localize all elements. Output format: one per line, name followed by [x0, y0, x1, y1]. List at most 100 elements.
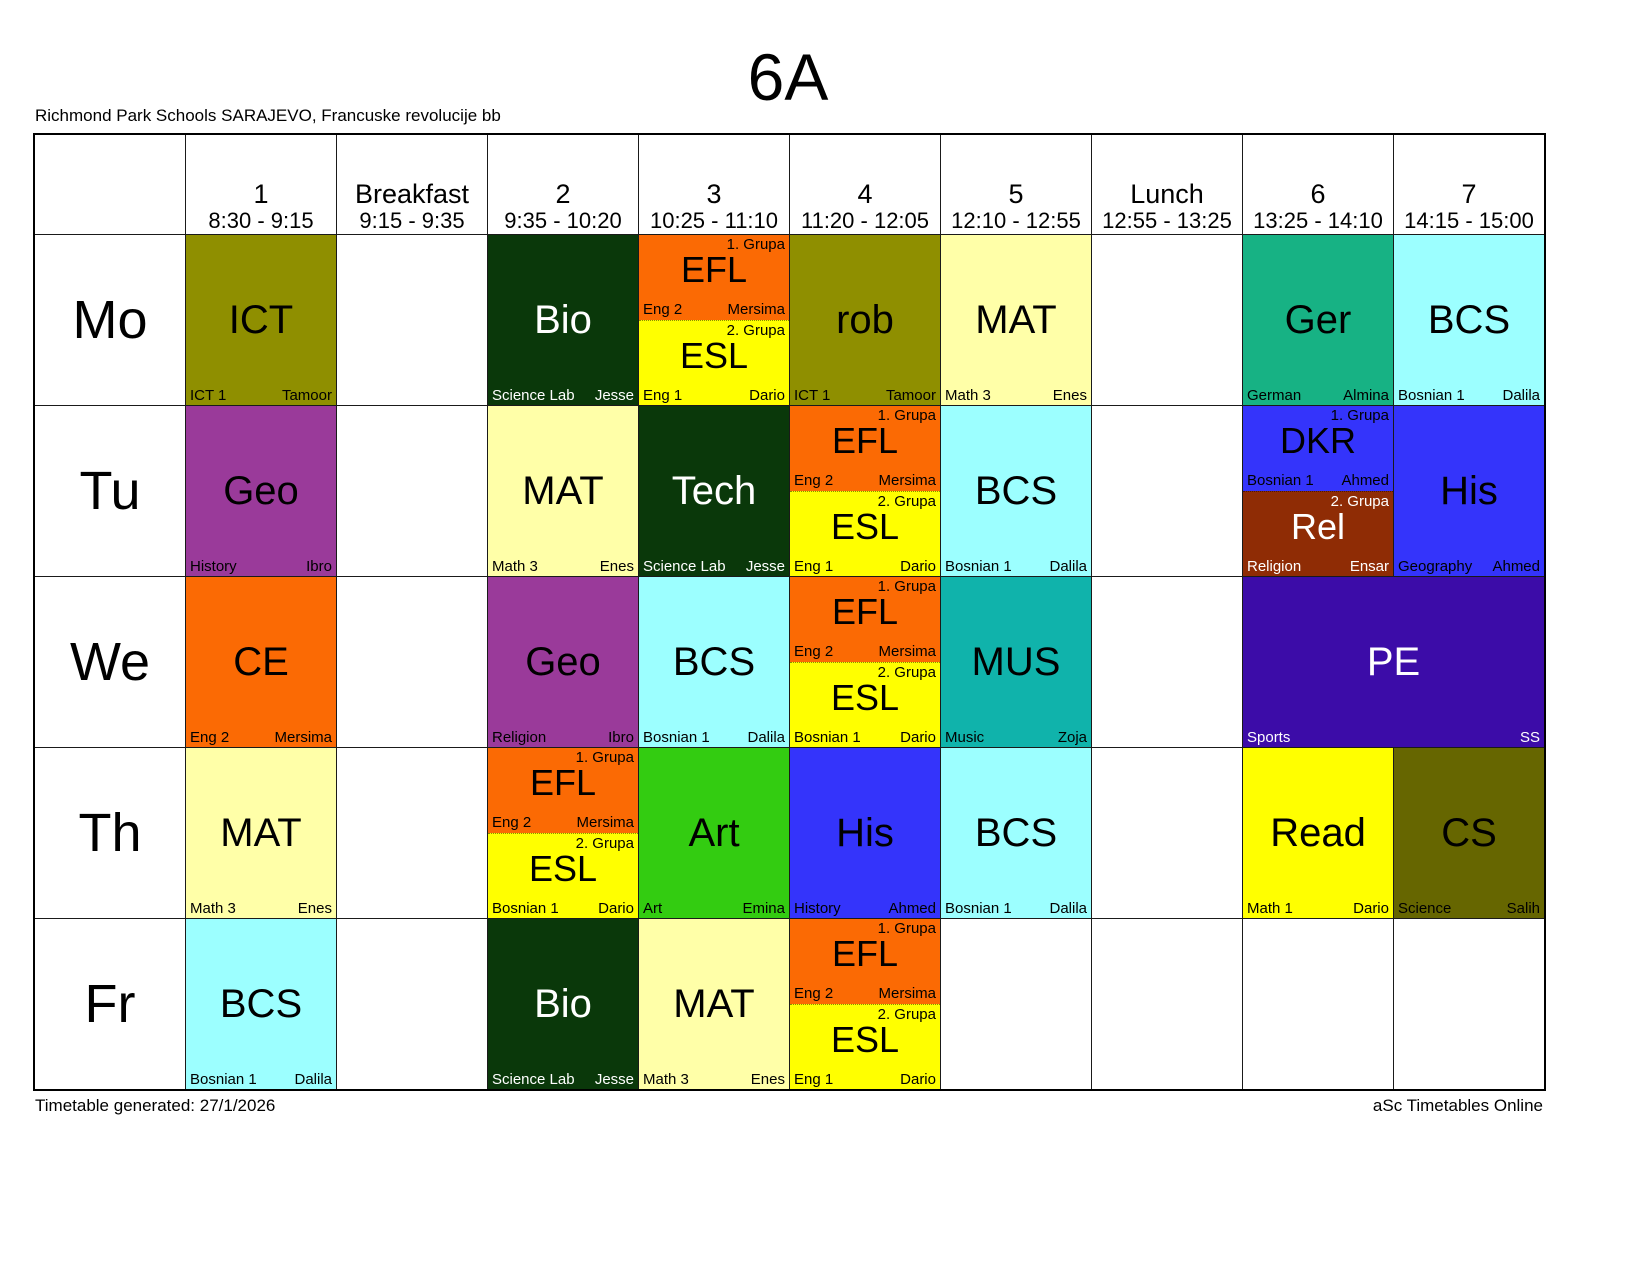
lesson-group-part[interactable]: 2. Grupa ESL Bosnian 1 Dario	[790, 661, 940, 747]
lesson-group-part[interactable]: 2. Grupa ESL Eng 1 Dario	[790, 1003, 940, 1089]
lesson-cell[interactable]: Geo Religion Ibro	[488, 577, 638, 747]
lesson-cell[interactable]: 1. Grupa EFL Eng 2 Mersima 2. Grupa ESL Eng 1 D…	[639, 235, 789, 405]
teacher-label: Jesse	[745, 557, 785, 575]
lesson-cell[interactable]: His Geography Ahmed	[1394, 406, 1544, 576]
group-name: 2. Grupa	[877, 663, 936, 681]
day-label-fr: Fr	[35, 919, 185, 1089]
lesson-cell[interactable]: CS Science Salih	[1394, 748, 1544, 918]
lesson-footer: Science Salih	[1398, 900, 1540, 917]
group-name: 2. Grupa	[877, 492, 936, 510]
subject-label: DKR	[1279, 420, 1356, 462]
lesson-group-part[interactable]: 2. Grupa Rel Religion Ensar	[1243, 490, 1393, 576]
group-name: 1. Grupa	[726, 236, 785, 253]
lesson-cell[interactable]: Art Art Emina	[639, 748, 789, 918]
lesson-cell[interactable]: Read Math 1 Dario	[1243, 748, 1393, 918]
subject-label: EFL	[831, 591, 899, 633]
group-name: 2. Grupa	[1330, 492, 1389, 510]
lesson-cell[interactable]: 1. Grupa EFL Eng 2 Mersima 2. Grupa ESL Bosnia…	[790, 577, 940, 747]
lesson-cell[interactable]: BCS Bosnian 1 Dalila	[1394, 235, 1544, 405]
lesson-cell[interactable]: BCS Bosnian 1 Dalila	[941, 748, 1091, 918]
lesson-group-part[interactable]: 2. Grupa ESL Bosnian 1 Dario	[488, 832, 638, 918]
teacher-label: Dario	[900, 557, 936, 575]
room-label: Music	[945, 728, 985, 746]
lesson-group-part[interactable]: 2. Grupa ESL Eng 1 Dario	[790, 490, 940, 576]
teacher-label: Jesse	[594, 386, 634, 404]
subject-label: EFL	[680, 249, 748, 291]
lesson-cell[interactable]: 1. Grupa EFL Eng 2 Mersima 2. Grupa ESL Eng 1 D…	[790, 406, 940, 576]
column-time: 14:15 - 15:00	[1404, 207, 1534, 233]
lesson-footer: Eng 2 Mersima	[794, 472, 936, 490]
teacher-label: Mersima	[274, 728, 332, 746]
group-label: 1. Grupa	[790, 919, 940, 937]
column-time: 12:55 - 13:25	[1102, 207, 1232, 233]
column-label: 6	[1310, 179, 1326, 210]
teacher-label: Zoja	[1057, 728, 1087, 746]
group-label: 2. Grupa	[790, 1005, 940, 1023]
subject-label: ESL	[830, 505, 900, 547]
lesson-cell[interactable]: PE Sports SS	[1243, 577, 1544, 747]
lesson-footer: Eng 2 Mersima	[794, 643, 936, 661]
lesson-cell[interactable]: Bio Science Lab Jesse	[488, 919, 638, 1089]
column-time: 13:25 - 14:10	[1253, 207, 1383, 233]
group-name: 2. Grupa	[877, 1005, 936, 1023]
lesson-cell[interactable]: 1. Grupa EFL Eng 2 Mersima 2. Grupa ESL Bosnia…	[488, 748, 638, 918]
lesson-cell[interactable]: MUS Music Zoja	[941, 577, 1091, 747]
lesson-cell[interactable]: BCS Bosnian 1 Dalila	[186, 919, 336, 1089]
room-label: Bosnian 1	[945, 557, 1012, 575]
lesson-group-part[interactable]: 1. Grupa EFL Eng 2 Mersima	[790, 919, 940, 1004]
teacher-label: Dalila	[1049, 899, 1087, 917]
lesson-cell[interactable]: rob ICT 1 Tamoor	[790, 235, 940, 405]
lesson-cell[interactable]: His History Ahmed	[790, 748, 940, 918]
lesson-group-part[interactable]: 1. Grupa EFL Eng 2 Mersima	[488, 748, 638, 833]
teacher-label: Ibro	[608, 728, 634, 746]
room-label: ICT 1	[190, 386, 227, 404]
lesson-footer: Eng 1 Dario	[794, 557, 936, 576]
subject-label: Rel	[1290, 505, 1346, 547]
lesson-group-part[interactable]: 1. Grupa EFL Eng 2 Mersima	[790, 406, 940, 491]
lesson-cell[interactable]: BCS Bosnian 1 Dalila	[941, 406, 1091, 576]
lesson-cell[interactable]: 1. Grupa EFL Eng 2 Mersima 2. Grupa ESL Eng 1 D…	[790, 919, 940, 1089]
subject-label: MAT	[673, 982, 755, 1026]
timetable-grid: 1 8:30 - 9:15 Breakfast 9:15 - 9:35 2 9:35 - …	[33, 133, 1546, 1091]
lesson-cell[interactable]: Bio Science Lab Jesse	[488, 235, 638, 405]
teacher-label: Enes	[297, 899, 332, 917]
lesson-cell[interactable]: Tech Science Lab Jesse	[639, 406, 789, 576]
lesson-cell[interactable]: MAT Math 3 Enes	[186, 748, 336, 918]
subject-label: His	[1440, 469, 1498, 513]
room-label: Eng 2	[794, 985, 834, 1002]
teacher-label: Mersima	[878, 643, 936, 660]
page-title: 6A	[747, 40, 829, 114]
subject-label: Bio	[534, 298, 592, 342]
subject-label: MAT	[220, 811, 302, 855]
room-label: Eng 2	[794, 643, 834, 660]
lesson-cell[interactable]: Geo History Ibro	[186, 406, 336, 576]
subject-label: PE	[1366, 640, 1421, 684]
lesson-footer: Eng 2 Mersima	[190, 729, 332, 746]
lesson-footer: Science Lab Jesse	[492, 1071, 634, 1088]
subject-label: BCS	[672, 640, 756, 684]
lesson-cell[interactable]: Ger German Almina	[1243, 235, 1393, 405]
lesson-footer: Art Emina	[643, 900, 785, 917]
room-label: Religion	[1247, 557, 1302, 575]
lesson-cell[interactable]: BCS Bosnian 1 Dalila	[639, 577, 789, 747]
column-label: 5	[1008, 179, 1024, 210]
lesson-cell[interactable]: MAT Math 3 Enes	[941, 235, 1091, 405]
lesson-cell[interactable]: 1. Grupa DKR Bosnian 1 Ahmed 2. Grupa Rel Reli…	[1243, 406, 1393, 576]
teacher-label: Enes	[1052, 386, 1087, 404]
teacher-label: Ahmed	[888, 899, 936, 917]
lesson-group-part[interactable]: 1. Grupa EFL Eng 2 Mersima	[790, 577, 940, 662]
lesson-group-part[interactable]: 2. Grupa ESL Eng 1 Dario	[639, 319, 789, 405]
room-label: Eng 2	[794, 472, 834, 489]
generated-note: Timetable generated: 27/1/2026	[35, 1096, 276, 1115]
lesson-footer: Eng 2 Mersima	[643, 301, 785, 319]
lesson-cell[interactable]: MAT Math 3 Enes	[488, 406, 638, 576]
room-label: Bosnian 1	[190, 1070, 257, 1088]
lesson-cell[interactable]: MAT Math 3 Enes	[639, 919, 789, 1089]
lesson-group-part[interactable]: 1. Grupa DKR Bosnian 1 Ahmed	[1243, 406, 1393, 491]
lesson-cell[interactable]: ICT ICT 1 Tamoor	[186, 235, 336, 405]
lesson-group-part[interactable]: 1. Grupa EFL Eng 2 Mersima	[639, 235, 789, 320]
lesson-cell[interactable]: CE Eng 2 Mersima	[186, 577, 336, 747]
room-label: Math 3	[945, 386, 991, 404]
subject-label: ESL	[830, 1018, 900, 1060]
school-subtitle: Richmond Park Schools SARAJEVO, Francusk…	[35, 106, 501, 125]
